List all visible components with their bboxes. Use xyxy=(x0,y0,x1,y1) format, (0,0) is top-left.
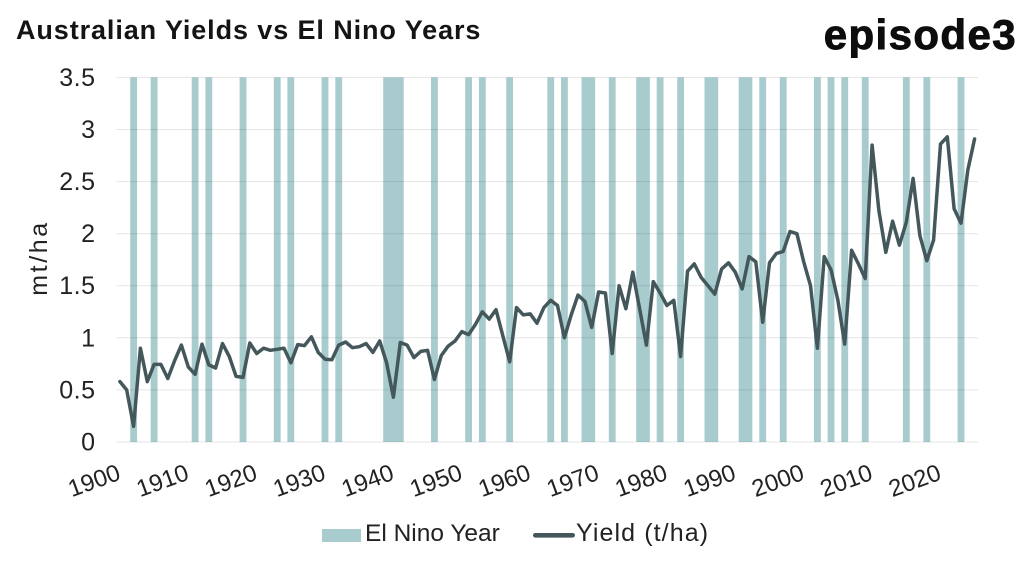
svg-text:3: 3 xyxy=(81,116,95,144)
svg-text:2000: 2000 xyxy=(748,459,807,503)
svg-text:Yield (t/ha): Yield (t/ha) xyxy=(576,519,709,547)
svg-text:1950: 1950 xyxy=(406,459,465,503)
svg-text:mt/ha: mt/ha xyxy=(25,220,53,296)
svg-text:0: 0 xyxy=(81,429,95,457)
svg-text:1970: 1970 xyxy=(543,459,602,503)
svg-text:El Nino Year: El Nino Year xyxy=(365,520,500,547)
svg-text:1910: 1910 xyxy=(133,459,192,503)
svg-text:2020: 2020 xyxy=(885,459,944,503)
svg-text:1940: 1940 xyxy=(338,459,397,503)
svg-text:2010: 2010 xyxy=(817,459,876,503)
svg-text:1.5: 1.5 xyxy=(59,272,95,300)
svg-text:1920: 1920 xyxy=(201,459,260,503)
svg-text:2: 2 xyxy=(81,220,95,248)
svg-text:1900: 1900 xyxy=(65,459,124,503)
svg-text:1960: 1960 xyxy=(475,459,534,503)
svg-text:1990: 1990 xyxy=(680,459,739,503)
svg-text:0.5: 0.5 xyxy=(59,376,95,404)
svg-text:1930: 1930 xyxy=(270,459,329,503)
svg-text:3.5: 3.5 xyxy=(59,64,95,92)
svg-text:1: 1 xyxy=(81,324,95,352)
svg-text:1980: 1980 xyxy=(612,459,671,503)
svg-text:2.5: 2.5 xyxy=(59,168,95,196)
